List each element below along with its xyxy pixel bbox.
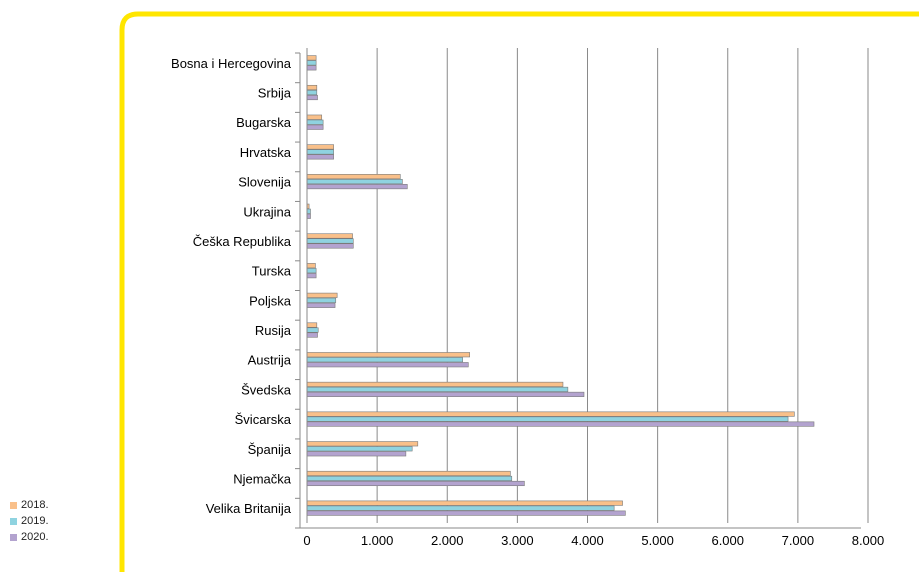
y-category-label: Velika Britanija <box>206 501 292 516</box>
labels: 0 1.000 2.000 3.000 4.000 5.000 6.000 7.000 8.00… <box>171 56 884 548</box>
bar <box>306 174 401 180</box>
y-category-label: Njemačka <box>233 471 292 486</box>
y-category-label: Hrvatska <box>240 145 292 160</box>
legend-swatch <box>10 533 17 541</box>
bar <box>306 322 318 328</box>
bar <box>306 243 354 249</box>
bar <box>306 391 585 397</box>
legend-swatch <box>10 517 17 525</box>
y-category-label: Španija <box>248 442 292 457</box>
bar <box>306 381 564 387</box>
bar <box>306 114 323 120</box>
bar <box>306 441 419 447</box>
y-category-label: Slovenija <box>238 175 292 190</box>
y-category-label: Austrija <box>248 353 292 368</box>
bar <box>306 273 317 279</box>
axes <box>295 48 861 529</box>
x-tick-label: 1.000 <box>361 533 394 548</box>
bar <box>306 179 403 185</box>
bar <box>306 302 336 308</box>
x-tick-label: 0 <box>303 533 310 548</box>
bar <box>306 386 569 392</box>
legend-item-2018[interactable]: 2018. <box>10 497 100 513</box>
bar <box>306 470 511 477</box>
bar <box>306 213 311 219</box>
y-category-label: Turska <box>252 264 292 279</box>
bar <box>306 84 318 91</box>
x-tick-label: 2.000 <box>431 533 464 548</box>
bar <box>306 154 334 160</box>
bar <box>306 60 317 66</box>
bar <box>306 184 408 190</box>
bar <box>306 297 337 303</box>
legend-item-2020[interactable]: 2020. <box>10 529 100 545</box>
legend-label: 2018. <box>21 499 49 511</box>
bar <box>306 149 334 155</box>
x-tick-label: 3.000 <box>501 533 534 548</box>
y-category-label: Ukrajina <box>243 204 291 219</box>
bar <box>306 416 789 422</box>
bar <box>306 475 513 482</box>
bar <box>306 510 626 516</box>
bar <box>306 292 338 298</box>
bar <box>306 357 463 363</box>
y-category-label: Rusija <box>255 323 292 338</box>
x-tick-label: 4.000 <box>571 533 604 548</box>
bar <box>306 124 324 130</box>
legend-swatch <box>10 501 17 509</box>
legend-label: 2019. <box>21 515 49 527</box>
legend-item-2019[interactable]: 2019. <box>10 513 100 529</box>
bar <box>306 65 317 71</box>
gridlines <box>376 48 869 523</box>
bar <box>306 89 318 96</box>
bar <box>306 421 815 427</box>
y-category-label: Švicarska <box>235 412 292 427</box>
bar <box>306 208 311 214</box>
bar <box>306 362 469 368</box>
bar <box>306 119 324 125</box>
y-category-label: Bugarska <box>236 115 292 130</box>
bar <box>306 55 317 61</box>
y-category-label: Poljska <box>249 293 292 308</box>
bar <box>306 446 413 452</box>
bar <box>306 238 354 244</box>
bar <box>306 480 525 487</box>
bar <box>306 451 407 457</box>
y-category-label: Bosna i Hercegovina <box>171 56 292 71</box>
y-category-label: Srbija <box>258 86 292 101</box>
y-category-label: Češka Republika <box>193 234 292 249</box>
x-tick-label: 7.000 <box>782 533 815 548</box>
bar <box>306 144 334 150</box>
bar <box>306 352 470 358</box>
legend-label: 2020. <box>21 531 49 543</box>
x-tick-label: 8.000 <box>852 533 885 548</box>
bar <box>306 411 795 417</box>
bar <box>306 327 319 333</box>
bar <box>306 94 318 101</box>
bars <box>306 55 815 516</box>
bar <box>306 233 353 239</box>
bar <box>306 505 615 511</box>
legend: 2018. 2019. 2020. <box>10 497 100 545</box>
bar <box>306 500 623 506</box>
y-category-label: Švedska <box>241 382 292 397</box>
bar <box>306 263 316 269</box>
x-tick-label: 6.000 <box>711 533 744 548</box>
bar <box>306 332 318 338</box>
x-tick-label: 5.000 <box>641 533 674 548</box>
bar <box>306 268 317 274</box>
